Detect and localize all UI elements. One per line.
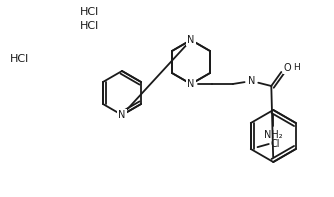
Text: N: N <box>187 35 195 45</box>
Text: Cl: Cl <box>271 139 280 149</box>
Text: NH₂: NH₂ <box>264 130 283 140</box>
Text: HCl: HCl <box>80 7 100 17</box>
Text: HCl: HCl <box>80 21 100 31</box>
Text: HCl: HCl <box>10 54 29 64</box>
Text: N: N <box>118 110 126 120</box>
Text: N: N <box>248 76 255 86</box>
Text: H: H <box>293 63 300 72</box>
Text: O: O <box>284 63 291 73</box>
Text: N: N <box>187 79 195 89</box>
